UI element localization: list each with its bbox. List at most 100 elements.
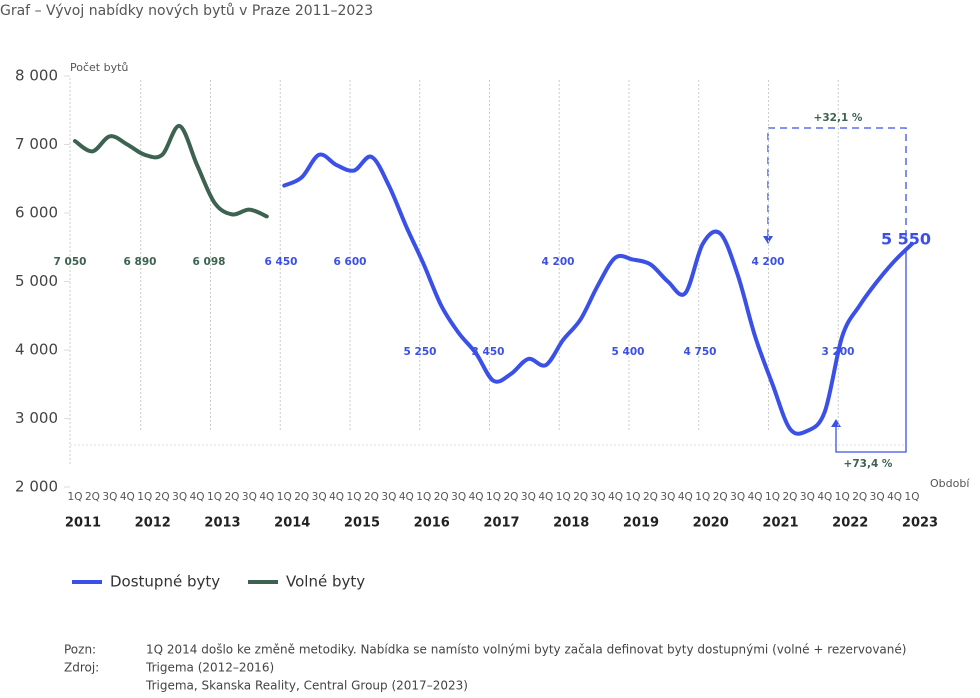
x-tick-label: 4Q — [329, 491, 344, 503]
annotation: 6 890 — [124, 256, 157, 268]
x-tick-label: 2Q — [434, 491, 449, 503]
annotation: 3 200 — [822, 346, 855, 358]
x-tick-label: 1Q — [416, 491, 431, 503]
x-tick-label: 1Q — [347, 491, 362, 503]
x-tick-label: 4Q — [399, 491, 414, 503]
bracket-solid — [835, 250, 907, 453]
year-label: 2017 — [483, 516, 519, 531]
annotation: 4 200 — [752, 256, 785, 268]
x-tick-label: 2Q — [155, 491, 170, 503]
year-label: 2018 — [553, 516, 589, 531]
note-text: 1Q 2014 došlo ke změně metodiky. Nabídka… — [146, 643, 906, 657]
x-tick-label: 4Q — [190, 491, 205, 503]
x-tick-label: 3Q — [312, 491, 327, 503]
bracket-dashed — [767, 127, 907, 240]
series-line — [73, 124, 269, 219]
x-tick-label: 1Q — [765, 491, 780, 503]
x-tick-label: 4Q — [469, 491, 484, 503]
annotation: +73,4 % — [844, 458, 893, 470]
x-tick-label: 3Q — [870, 491, 885, 503]
y-tick-label: 7 000 — [15, 135, 58, 153]
y-axis-label: Počet bytů — [70, 61, 128, 74]
x-tick-label: 2Q — [503, 491, 518, 503]
x-tick-label: 3Q — [172, 491, 187, 503]
note-text: Trigema (2012–2016) — [145, 661, 274, 675]
arrow — [831, 419, 841, 427]
x-tick-label: 2Q — [573, 491, 588, 503]
note-key: Pozn: — [64, 643, 96, 657]
x-tick-label: 4Q — [608, 491, 623, 503]
annotation: 4 200 — [542, 256, 575, 268]
note-text: Trigema, Skanska Reality, Central Group … — [145, 679, 468, 693]
x-tick-label: 1Q — [905, 491, 920, 503]
y-tick-label: 3 000 — [15, 409, 58, 427]
year-label: 2013 — [204, 516, 240, 531]
chart-title: Graf – Vývoj nabídky nových bytů v Praze… — [0, 3, 373, 19]
year-label: 2012 — [135, 516, 171, 531]
x-tick-label: 3Q — [800, 491, 815, 503]
annotation: 4 750 — [684, 346, 717, 358]
year-label: 2020 — [693, 516, 729, 531]
x-tick-label: 2Q — [643, 491, 658, 503]
year-label: 2016 — [414, 516, 450, 531]
year-label: 2014 — [274, 516, 310, 531]
x-tick-label: 1Q — [626, 491, 641, 503]
annotation: 5 400 — [612, 346, 645, 358]
year-label: 2011 — [65, 516, 101, 531]
x-tick-label: 1Q — [486, 491, 501, 503]
annotation: 5 550 — [881, 230, 931, 249]
x-tick-label: 1Q — [277, 491, 292, 503]
x-tick-label: 4Q — [678, 491, 693, 503]
annotation: 5 250 — [404, 346, 437, 358]
year-label: 2022 — [832, 516, 868, 531]
annotation: 6 600 — [334, 256, 367, 268]
x-tick-label: 1Q — [556, 491, 571, 503]
legend-label: Volné byty — [286, 573, 365, 591]
year-label: 2019 — [623, 516, 659, 531]
x-tick-label: 4Q — [120, 491, 135, 503]
x-tick-label: 2Q — [852, 491, 867, 503]
x-tick-label: 4Q — [538, 491, 553, 503]
x-tick-label: 3Q — [102, 491, 117, 503]
x-tick-label: 3Q — [242, 491, 257, 503]
x-tick-label: 2Q — [713, 491, 728, 503]
x-tick-label: 4Q — [748, 491, 763, 503]
y-tick-label: 8 000 — [15, 67, 58, 85]
x-tick-label: 3Q — [660, 491, 675, 503]
x-tick-label: 4Q — [817, 491, 832, 503]
annotation: +32,1 % — [814, 112, 863, 124]
x-tick-label: 1Q — [695, 491, 710, 503]
x-tick-label: 3Q — [521, 491, 536, 503]
y-tick-label: 6 000 — [15, 204, 58, 222]
x-tick-label: 3Q — [451, 491, 466, 503]
y-tick-label: 2 000 — [15, 478, 58, 496]
annotation: 6 098 — [193, 256, 226, 268]
annotation: 6 450 — [265, 256, 298, 268]
year-label: 2023 — [902, 516, 938, 531]
x-axis-label: Období — [930, 477, 970, 490]
x-tick-label: 2Q — [85, 491, 100, 503]
x-tick-label: 3Q — [381, 491, 396, 503]
x-tick-label: 2Q — [294, 491, 309, 503]
annotation: 3 450 — [472, 346, 505, 358]
x-tick-label: 4Q — [887, 491, 902, 503]
x-tick-label: 4Q — [259, 491, 274, 503]
year-label: 2021 — [762, 516, 798, 531]
x-tick-label: 2Q — [364, 491, 379, 503]
legend-label: Dostupné byty — [110, 573, 220, 591]
x-tick-label: 1Q — [207, 491, 222, 503]
x-tick-label: 3Q — [730, 491, 745, 503]
year-label: 2015 — [344, 516, 380, 531]
x-tick-label: 1Q — [835, 491, 850, 503]
y-tick-label: 4 000 — [15, 341, 58, 359]
x-tick-label: 1Q — [68, 491, 83, 503]
x-tick-label: 1Q — [137, 491, 152, 503]
x-tick-label: 2Q — [224, 491, 239, 503]
x-tick-label: 2Q — [782, 491, 797, 503]
series-line — [282, 152, 914, 436]
x-tick-label: 3Q — [591, 491, 606, 503]
note-key: Zdroj: — [64, 661, 99, 675]
y-tick-label: 5 000 — [15, 272, 58, 290]
annotation: 7 050 — [54, 256, 87, 268]
